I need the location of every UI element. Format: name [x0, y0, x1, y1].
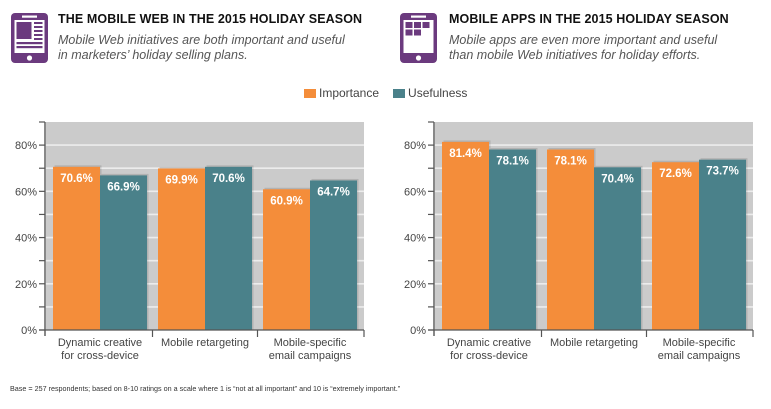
bar-value-label: 78.1%: [554, 156, 587, 168]
bar-value-label: 81.4%: [449, 148, 482, 160]
y-tick-label: 40%: [404, 233, 426, 245]
bar-usefulness-3: [310, 180, 357, 330]
category-label: Mobile-specific email campaigns: [269, 337, 352, 362]
legend-item-importance: Importance: [304, 86, 379, 100]
category-label-line: for cross-device: [61, 350, 139, 362]
category-label-line: Mobile-specific: [274, 337, 347, 349]
subtitle-line: than mobile Web initiatives for holiday …: [449, 47, 701, 62]
bar-value-label: 64.7%: [317, 186, 350, 198]
panel-title: THE MOBILE WEB IN THE 2015 HOLIDAY SEASO…: [58, 12, 363, 26]
bar-value-label: 70.6%: [60, 173, 93, 185]
chart-mobile-apps: 81.4% 78.1% 78.1% 70.4% 72.6% 73.7% 0% 20% 40% 60…: [385, 100, 771, 370]
bar-usefulness-3: [699, 159, 746, 330]
category-label-line: email campaigns: [269, 350, 352, 362]
legend-label: Importance: [319, 86, 380, 100]
bar-importance-2: [158, 168, 205, 330]
chart-legend: Importance Usefulness: [304, 86, 481, 100]
y-tick-label: 0%: [410, 325, 426, 337]
category-label-line: email campaigns: [658, 350, 741, 362]
y-tick-label: 80%: [15, 140, 37, 152]
bar-value-label: 78.1%: [496, 156, 529, 168]
bar-usefulness-1: [100, 175, 147, 330]
bar-importance-1: [442, 141, 489, 330]
subtitle-line: Mobile apps are even more important and …: [449, 33, 718, 47]
category-label: Mobile retargeting: [161, 337, 249, 349]
legend-swatch-usefulness: [393, 88, 406, 98]
category-label: Dynamic creative for cross-device: [447, 337, 531, 362]
chart-mobile-web: 70.6% 66.9% 69.9% 70.6% 60.9% 64.7% 0% 20% 40% 60…: [0, 100, 385, 370]
y-tick-label: 20%: [15, 279, 37, 291]
y-tick-label: 80%: [404, 140, 426, 152]
subtitle-line: Mobile Web initiatives are both importan…: [58, 33, 345, 47]
bar-value-label: 70.6%: [212, 173, 245, 185]
panel-subtitle: Mobile Web initiatives are both importan…: [58, 33, 345, 62]
bar-usefulness-2: [594, 167, 641, 330]
category-label: Dynamic creative for cross-device: [58, 337, 142, 362]
bar-chart-mobile-web: 70.6% 66.9% 69.9% 70.6% 60.9% 64.7% 0% 20% 40% 60…: [15, 121, 365, 362]
y-tick-label: 20%: [404, 279, 426, 291]
y-tick-label: 60%: [404, 186, 426, 198]
bar-value-label: 69.9%: [165, 174, 198, 186]
category-label-line: Mobile retargeting: [161, 337, 249, 349]
category-label-line: Dynamic creative: [58, 337, 142, 349]
bar-importance-3: [652, 162, 699, 330]
y-tick-label: 40%: [15, 233, 37, 245]
legend-swatch-importance: [304, 88, 316, 98]
bar-usefulness-2: [205, 166, 252, 330]
bar-value-label: 70.4%: [601, 173, 634, 185]
panel-header-mobile-web: THE MOBILE WEB IN THE 2015 HOLIDAY SEASO…: [0, 0, 385, 70]
y-tick-label: 0%: [21, 325, 37, 337]
category-label-line: Mobile retargeting: [550, 337, 638, 349]
category-label-line: Mobile-specific: [663, 337, 736, 349]
category-label-line: for cross-device: [450, 350, 528, 362]
bar-usefulness-1: [489, 149, 536, 330]
category-label: Mobile retargeting: [550, 337, 638, 349]
tablet-app-grid-icon: [400, 13, 437, 63]
bar-value-label: 72.6%: [659, 168, 692, 180]
bar-importance-2: [547, 149, 594, 330]
panel-title: MOBILE APPS IN THE 2015 HOLIDAY SEASON: [449, 12, 729, 26]
panel-header-mobile-apps: MOBILE APPS IN THE 2015 HOLIDAY SEASON M…: [385, 0, 771, 70]
bar-importance-3: [263, 189, 310, 330]
bar-value-label: 73.7%: [706, 166, 739, 178]
footnote: Base = 257 respondents; based on 8-10 ra…: [10, 384, 401, 393]
bar-importance-1: [53, 166, 100, 330]
legend-label: Usefulness: [408, 86, 468, 100]
legend-item-usefulness: Usefulness: [393, 86, 467, 100]
bar-value-label: 66.9%: [107, 181, 140, 193]
y-tick-label: 60%: [15, 186, 37, 198]
subtitle-line: in marketers’ holiday selling plans.: [58, 47, 248, 62]
category-label: Mobile-specific email campaigns: [658, 337, 741, 362]
bar-value-label: 60.9%: [270, 195, 303, 207]
category-label-line: Dynamic creative: [447, 337, 531, 349]
bar-chart-mobile-apps: 81.4% 78.1% 78.1% 70.4% 72.6% 73.7% 0% 20% 40% 60…: [404, 121, 754, 362]
panel-subtitle: Mobile apps are even more important and …: [449, 33, 717, 62]
tablet-web-page-icon: [11, 13, 48, 63]
